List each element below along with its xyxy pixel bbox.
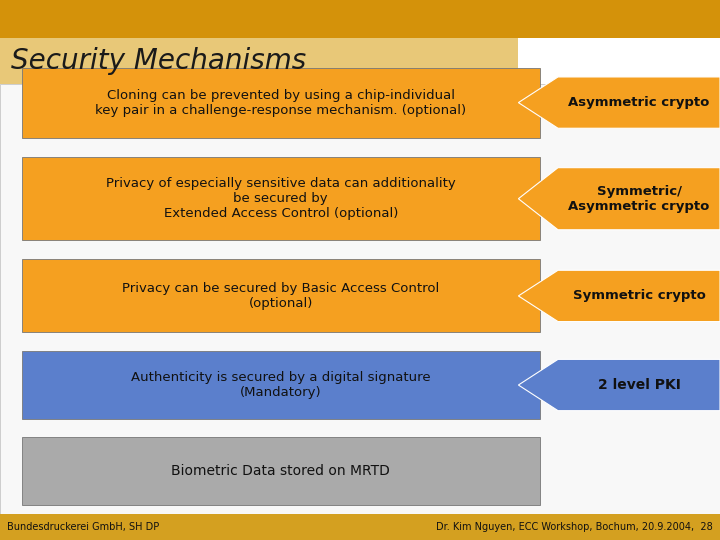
FancyBboxPatch shape (518, 38, 720, 84)
Polygon shape (518, 270, 720, 321)
Text: 2 level PKI: 2 level PKI (598, 378, 680, 392)
Text: Cloning can be prevented by using a chip-individual
key pair in a challenge-resp: Cloning can be prevented by using a chip… (95, 89, 467, 117)
Text: Asymmetric crypto: Asymmetric crypto (568, 96, 710, 109)
FancyBboxPatch shape (0, 0, 720, 38)
FancyBboxPatch shape (22, 437, 540, 505)
Text: Security Mechanisms: Security Mechanisms (11, 47, 306, 75)
Polygon shape (518, 77, 720, 128)
FancyBboxPatch shape (22, 351, 540, 418)
Text: Symmetric crypto: Symmetric crypto (572, 289, 706, 302)
FancyBboxPatch shape (22, 68, 540, 138)
Polygon shape (518, 360, 720, 410)
FancyBboxPatch shape (0, 38, 518, 84)
Text: Biometric Data stored on MRTD: Biometric Data stored on MRTD (171, 464, 390, 478)
FancyBboxPatch shape (22, 157, 540, 240)
FancyBboxPatch shape (0, 84, 720, 514)
Text: Dr. Kim Nguyen, ECC Workshop, Bochum, 20.9.2004,  28: Dr. Kim Nguyen, ECC Workshop, Bochum, 20… (436, 522, 713, 532)
Text: Authenticity is secured by a digital signature
(Mandatory): Authenticity is secured by a digital sig… (131, 371, 431, 399)
Polygon shape (518, 167, 720, 230)
Text: Privacy can be secured by Basic Access Control
(optional): Privacy can be secured by Basic Access C… (122, 282, 439, 309)
Text: Symmetric/
Asymmetric crypto: Symmetric/ Asymmetric crypto (568, 185, 710, 213)
Text: Bundesdruckerei GmbH, SH DP: Bundesdruckerei GmbH, SH DP (7, 522, 159, 532)
FancyBboxPatch shape (0, 514, 720, 540)
FancyBboxPatch shape (22, 259, 540, 332)
Text: Privacy of especially sensitive data can additionality
be secured by
Extended Ac: Privacy of especially sensitive data can… (106, 177, 456, 220)
